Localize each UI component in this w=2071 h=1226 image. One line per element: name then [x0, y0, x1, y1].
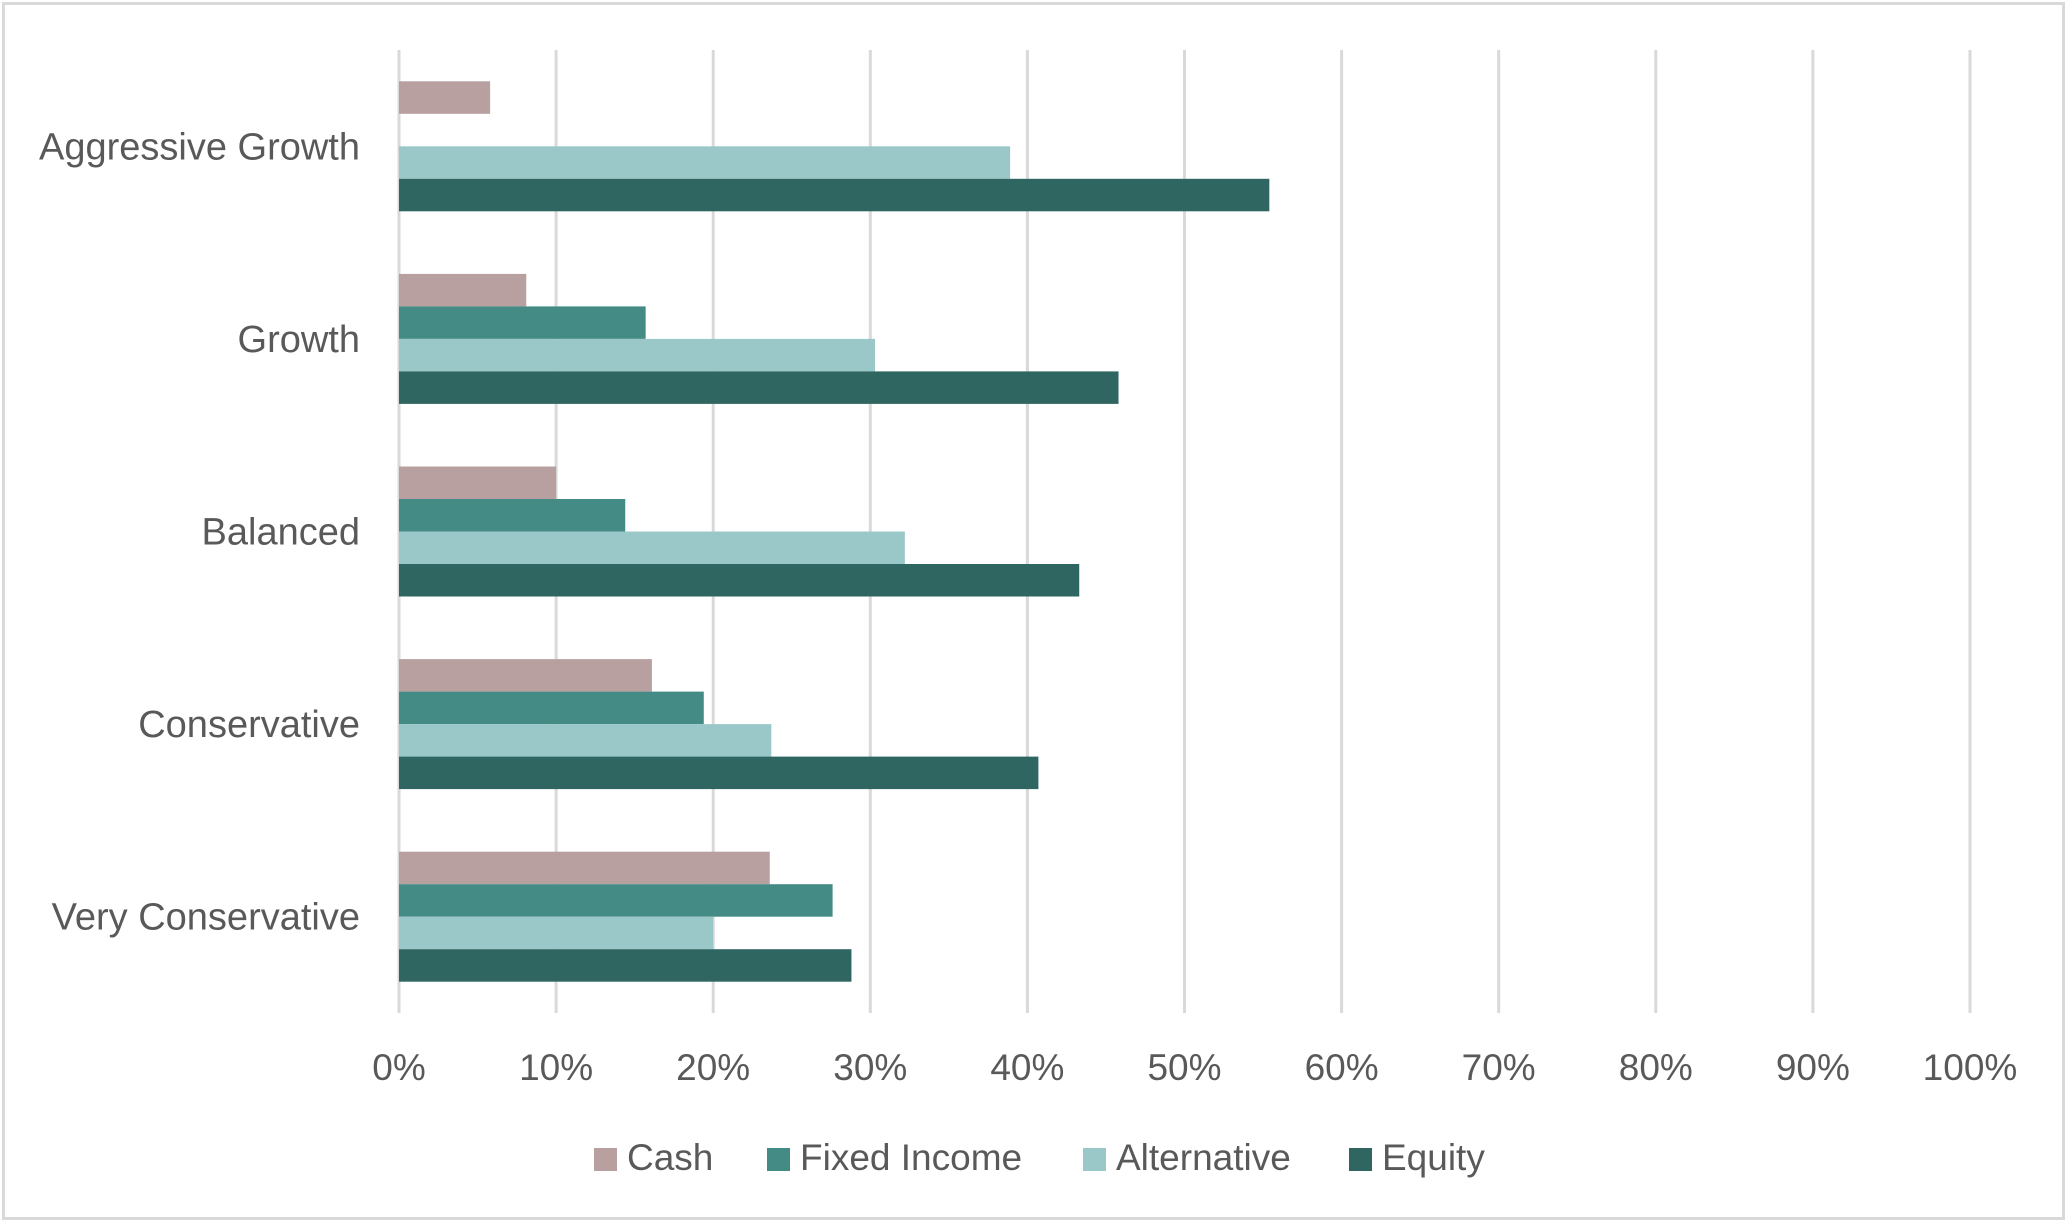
bar-alternative-conservative [399, 724, 772, 757]
x-tick-label: 30% [833, 1047, 907, 1088]
bar-equity-growth [399, 371, 1119, 404]
legend-swatch-fixed-income [767, 1148, 790, 1171]
bar-equity-very-conservative [399, 949, 852, 982]
value-axis-ticks: 0% 10% 20% 30% 40% 50% 60% 70% 80% 90% 100% [372, 1047, 2017, 1088]
bar-equity-aggressive-growth [399, 178, 1270, 212]
category-axis: Very Conservative Conservative Balanced Gro… [39, 126, 360, 938]
category-label: Balanced [202, 512, 360, 554]
bar-fixed-income-very-conservative [399, 884, 833, 917]
legend-label: Equity [1382, 1137, 1485, 1178]
x-tick-label: 70% [1462, 1047, 1536, 1088]
bar-equity-balanced [399, 564, 1080, 597]
x-tick-label: 20% [676, 1047, 750, 1088]
legend: Cash Fixed Income Alternative Equity [594, 1137, 1485, 1178]
category-label: Conservative [138, 704, 360, 746]
category-label: Growth [238, 319, 360, 361]
legend-label: Alternative [1116, 1137, 1291, 1178]
bar-cash-very-conservative [399, 851, 770, 885]
legend-swatch-equity [1349, 1148, 1372, 1171]
x-tick-label: 60% [1305, 1047, 1379, 1088]
legend-swatch-alternative [1083, 1148, 1106, 1171]
bar-alternative-balanced [399, 531, 905, 564]
category-label: Aggressive Growth [39, 126, 360, 168]
x-tick-label: 40% [990, 1047, 1064, 1088]
bar-alternative-aggressive-growth [399, 146, 1011, 179]
legend-label: Fixed Income [800, 1137, 1022, 1178]
bar-cash-growth [399, 273, 527, 307]
x-tick-label: 50% [1147, 1047, 1221, 1088]
bar-equity-conservative [399, 756, 1039, 790]
bar-cash-aggressive-growth [399, 81, 491, 114]
bar-fixed-income-growth [399, 306, 646, 339]
bars [399, 81, 1270, 982]
x-tick-label: 80% [1619, 1047, 1693, 1088]
x-tick-label: 10% [519, 1047, 593, 1088]
bar-fixed-income-conservative [399, 691, 704, 725]
bar-alternative-growth [399, 338, 876, 372]
legend-label: Cash [627, 1137, 713, 1178]
legend-swatch-cash [594, 1148, 617, 1171]
bar-cash-conservative [399, 659, 652, 692]
x-tick-label: 90% [1776, 1047, 1850, 1088]
x-tick-label: 100% [1923, 1047, 2018, 1088]
bar-fixed-income-balanced [399, 499, 626, 532]
category-label: Very Conservative [52, 897, 360, 939]
x-tick-label: 0% [372, 1047, 425, 1088]
bar-cash-balanced [399, 466, 557, 499]
bar-alternative-very-conservative [399, 916, 714, 950]
